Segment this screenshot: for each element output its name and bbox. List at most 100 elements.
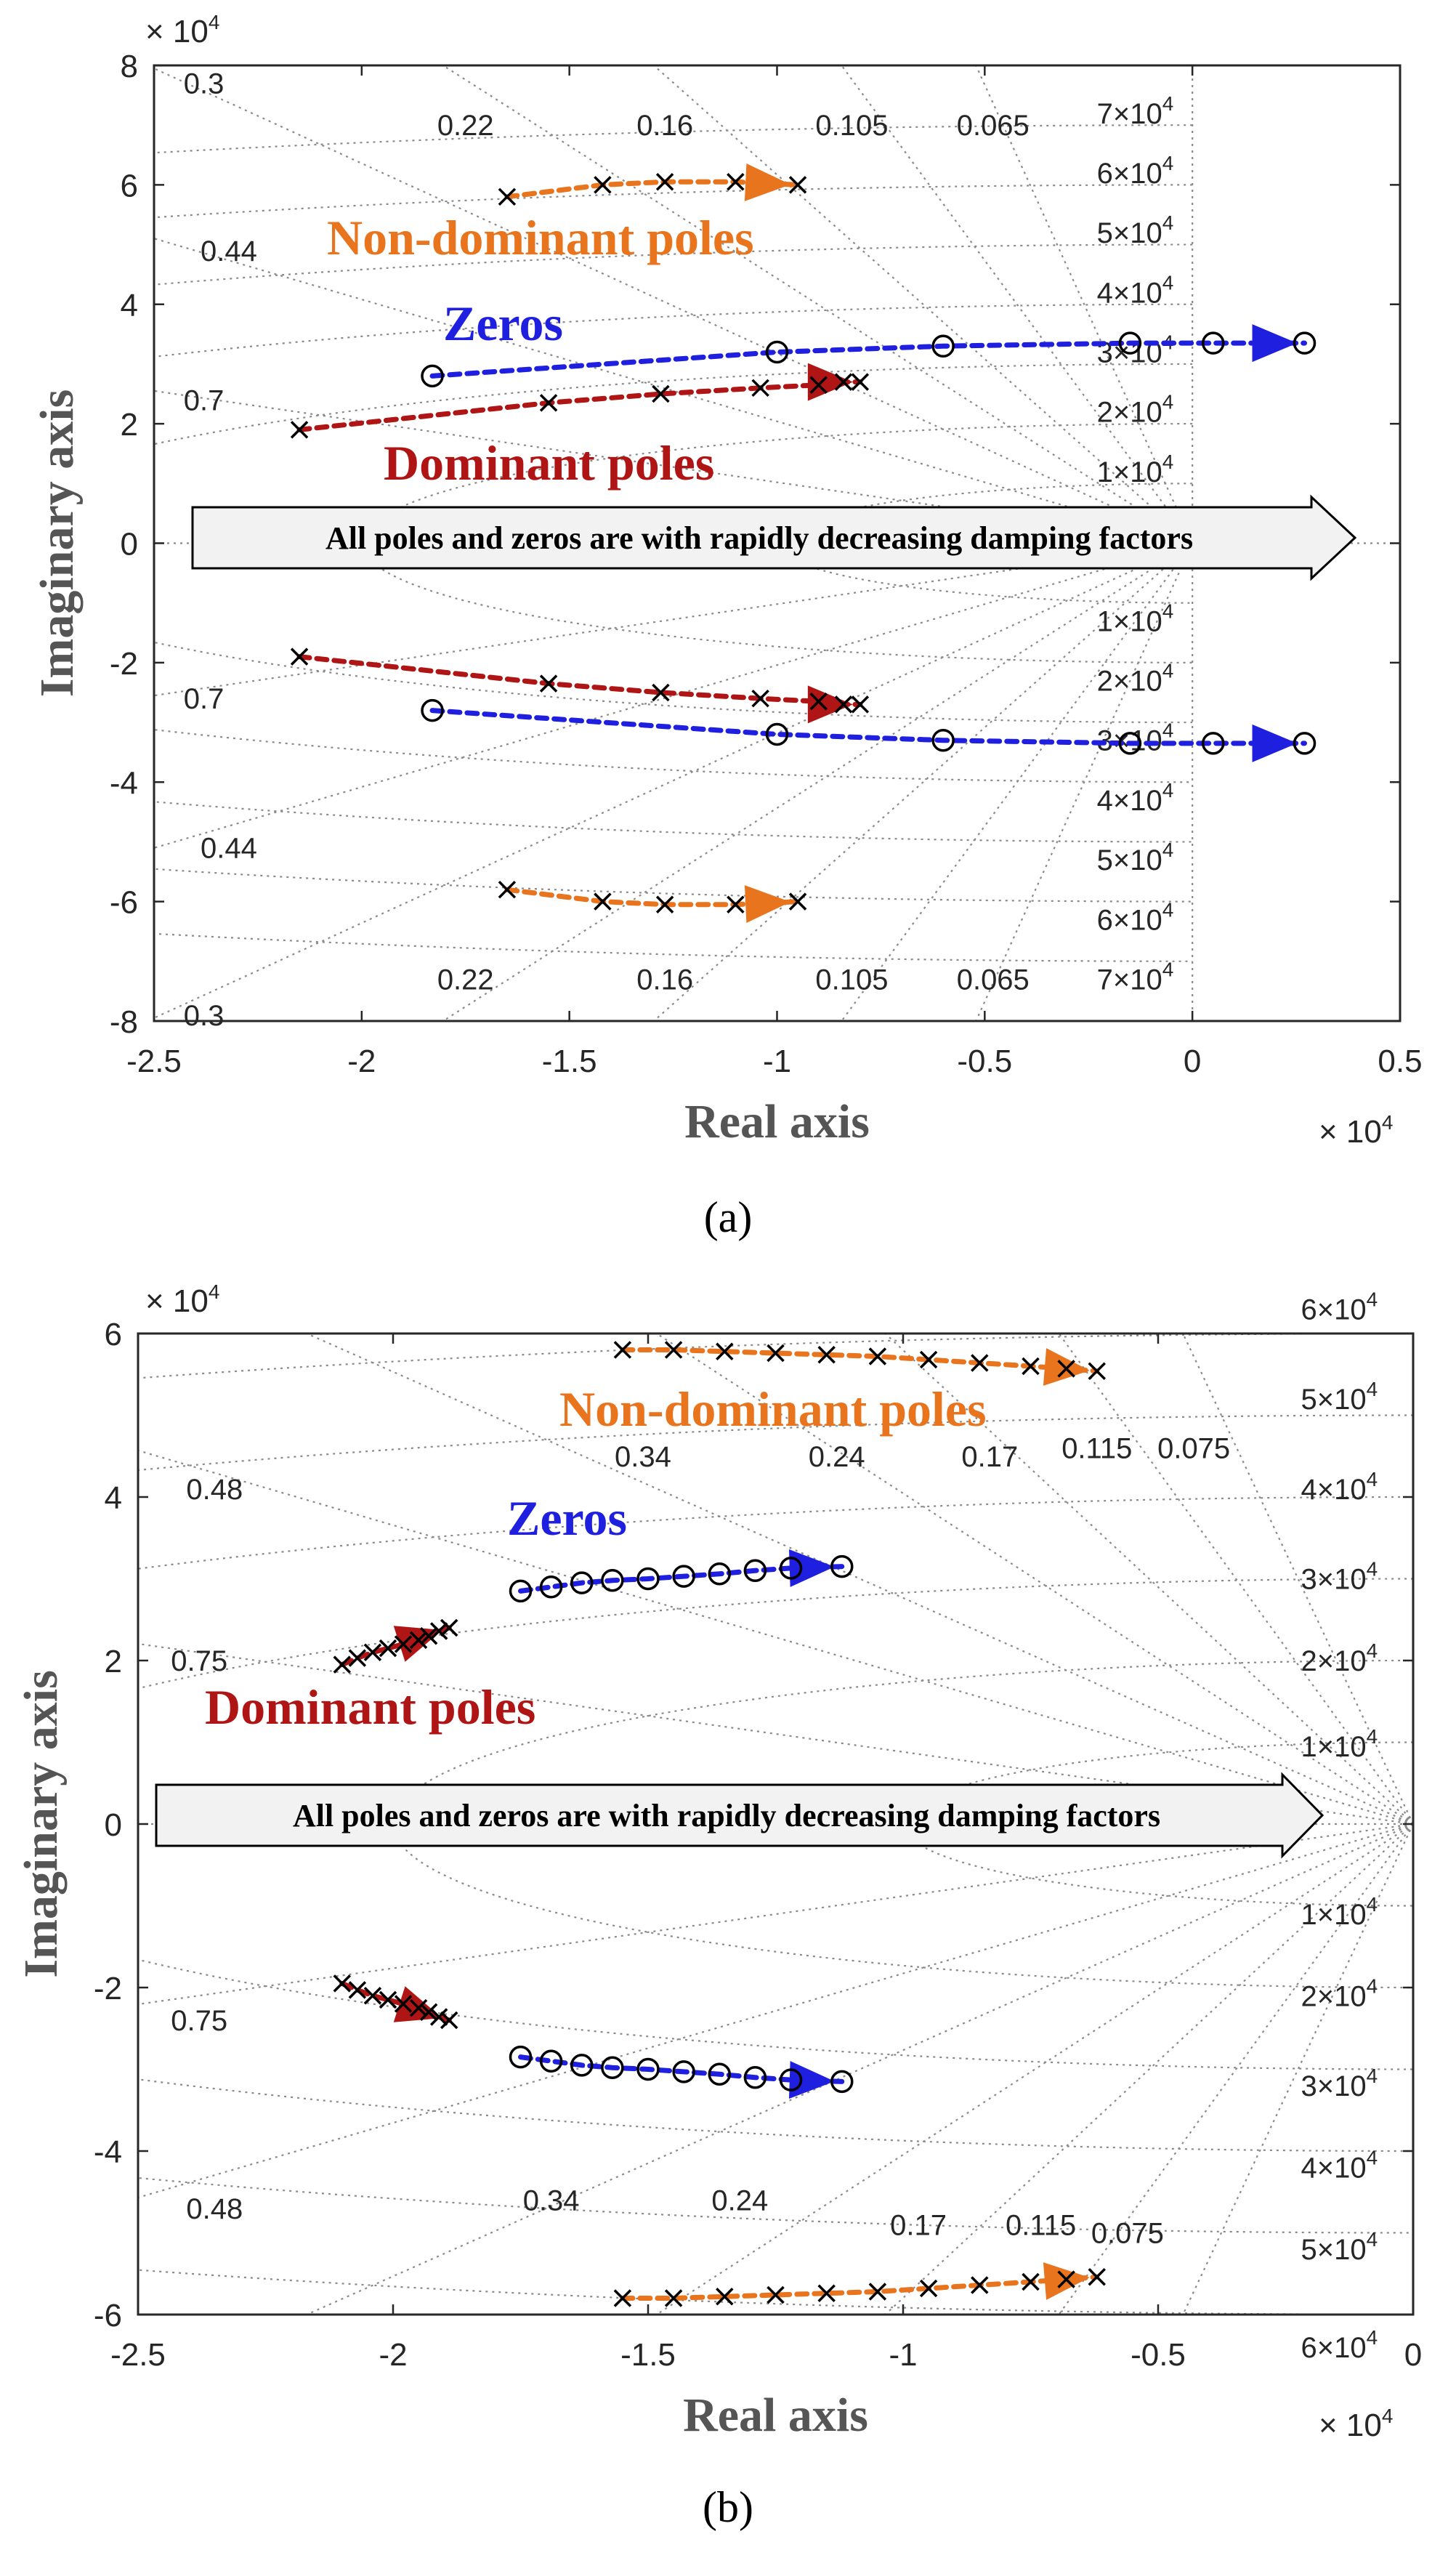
frequency-label-exp: 4 xyxy=(1162,271,1174,294)
pole-marker xyxy=(363,1643,382,1661)
pole-marker xyxy=(767,2285,785,2304)
x-tick-label: -1.5 xyxy=(620,2337,676,2373)
wn-arc xyxy=(138,1496,1413,2152)
pole-marker xyxy=(788,892,807,911)
damping-label: 0.065 xyxy=(957,964,1030,996)
zero-marker xyxy=(539,1575,563,1599)
x-exponent-exp: 4 xyxy=(1382,2405,1394,2427)
frequency-label-base: 5×10 xyxy=(1301,1384,1367,1416)
frequency-label-exp: 4 xyxy=(1367,1378,1378,1400)
damping-label: 0.115 xyxy=(1006,2209,1076,2241)
y-exponent: × 104 xyxy=(145,11,219,49)
pole-marker xyxy=(1057,2270,1075,2288)
x-exponent: × 104 xyxy=(1319,2405,1393,2443)
zero-marker xyxy=(708,1562,732,1586)
frequency-label-base: 6×10 xyxy=(1097,158,1162,190)
dominant-poles-label: Dominant poles xyxy=(205,1679,535,1735)
frequency-label-base: 1×10 xyxy=(1301,1731,1367,1763)
zero-marker xyxy=(672,2060,695,2083)
banner-text: All poles and zeros are with rapidly dec… xyxy=(325,520,1193,556)
x-axis-label: Real axis xyxy=(684,1095,870,1148)
pole-marker xyxy=(788,176,807,194)
pole-marker xyxy=(419,2003,438,2021)
frequency-label: 3×104 xyxy=(1301,2065,1378,2102)
pole-marker xyxy=(594,892,612,911)
pole-marker xyxy=(409,1631,428,1650)
zero-marker xyxy=(601,2056,624,2079)
pole-marker xyxy=(652,384,670,403)
frequency-label: 6×104 xyxy=(1097,152,1174,190)
pole-marker xyxy=(971,2276,989,2294)
pole-marker xyxy=(348,1649,367,1667)
damping-ray xyxy=(304,1823,1413,2315)
pole-marker xyxy=(809,693,828,711)
series-arrowhead-1 xyxy=(788,1549,835,1587)
zero-marker xyxy=(509,1579,533,1603)
pole-marker xyxy=(429,2008,448,2026)
damping-label: 0.22 xyxy=(437,110,494,142)
damping-label: 0.115 xyxy=(1061,1433,1132,1465)
frequency-label-base: 5×10 xyxy=(1097,217,1162,249)
pole-marker xyxy=(498,187,517,206)
frequency-label-exp: 4 xyxy=(1162,958,1174,980)
pole-marker xyxy=(809,376,828,394)
pole-marker xyxy=(767,1344,785,1363)
pole-marker xyxy=(664,2289,683,2307)
zero-marker xyxy=(931,728,955,752)
frequency-label-exp: 4 xyxy=(1162,898,1174,921)
pole-marker xyxy=(539,674,558,693)
frequency-label-base: 1×10 xyxy=(1301,1899,1367,1931)
series-arrowhead-2 xyxy=(807,363,853,401)
x-exponent-base: × 10 xyxy=(1319,1114,1382,1150)
damping-ray xyxy=(883,1334,1413,1825)
pole-marker xyxy=(419,1627,438,1645)
y-tick-label: -4 xyxy=(94,2134,122,2170)
damping-ray xyxy=(655,1823,1413,2315)
y-tick-label: -6 xyxy=(110,885,138,921)
frequency-label-base: 3×10 xyxy=(1301,2070,1367,2102)
x-tick-label: -2 xyxy=(347,1044,376,1079)
frequency-label-exp: 4 xyxy=(1367,1288,1378,1310)
damping-ray xyxy=(655,1334,1413,1825)
pole-marker xyxy=(652,683,670,702)
pole-marker xyxy=(851,695,870,714)
zero-marker xyxy=(570,2054,594,2077)
series-arrowhead-0 xyxy=(744,163,791,201)
zero-marker xyxy=(1202,732,1225,755)
zero-marker xyxy=(601,1569,624,1592)
frequency-label-exp: 4 xyxy=(1162,779,1174,802)
frequency-label-exp: 4 xyxy=(1162,719,1174,742)
frequency-label-base: 2×10 xyxy=(1301,1645,1367,1677)
series-arrowhead-1 xyxy=(788,2061,835,2099)
y-exponent-base: × 10 xyxy=(145,14,209,49)
zero-marker xyxy=(830,2070,854,2094)
pole-marker xyxy=(290,421,309,439)
zero-marker xyxy=(421,364,444,388)
pole-marker xyxy=(919,1350,938,1369)
pole-marker xyxy=(817,2284,836,2302)
y-exponent-base: × 10 xyxy=(145,1283,209,1319)
pole-marker xyxy=(429,1622,448,1640)
y-tick-label: -6 xyxy=(94,2298,122,2333)
x-tick-label: -1 xyxy=(889,2337,917,2373)
damping-label: 0.105 xyxy=(815,110,888,142)
frequency-label: 1×104 xyxy=(1097,451,1174,488)
damping-ray xyxy=(138,1823,1413,2199)
frequency-label: 6×104 xyxy=(1301,2326,1378,2364)
pole-marker xyxy=(394,1635,413,1653)
frequency-label-exp: 4 xyxy=(1367,1974,1378,1997)
damping-label: 0.3 xyxy=(184,68,225,100)
damping-label: 0.22 xyxy=(437,964,494,996)
zero-marker xyxy=(1293,331,1317,355)
pole-marker xyxy=(727,895,745,913)
pole-marker xyxy=(363,1987,382,2005)
frequency-label: 1×104 xyxy=(1097,600,1174,637)
pole-marker xyxy=(594,176,612,194)
x-tick-label: -1.5 xyxy=(542,1044,597,1079)
y-tick-label: 0 xyxy=(121,527,138,562)
damping-label: 0.75 xyxy=(171,1645,227,1677)
damping-label: 0.7 xyxy=(184,384,225,416)
